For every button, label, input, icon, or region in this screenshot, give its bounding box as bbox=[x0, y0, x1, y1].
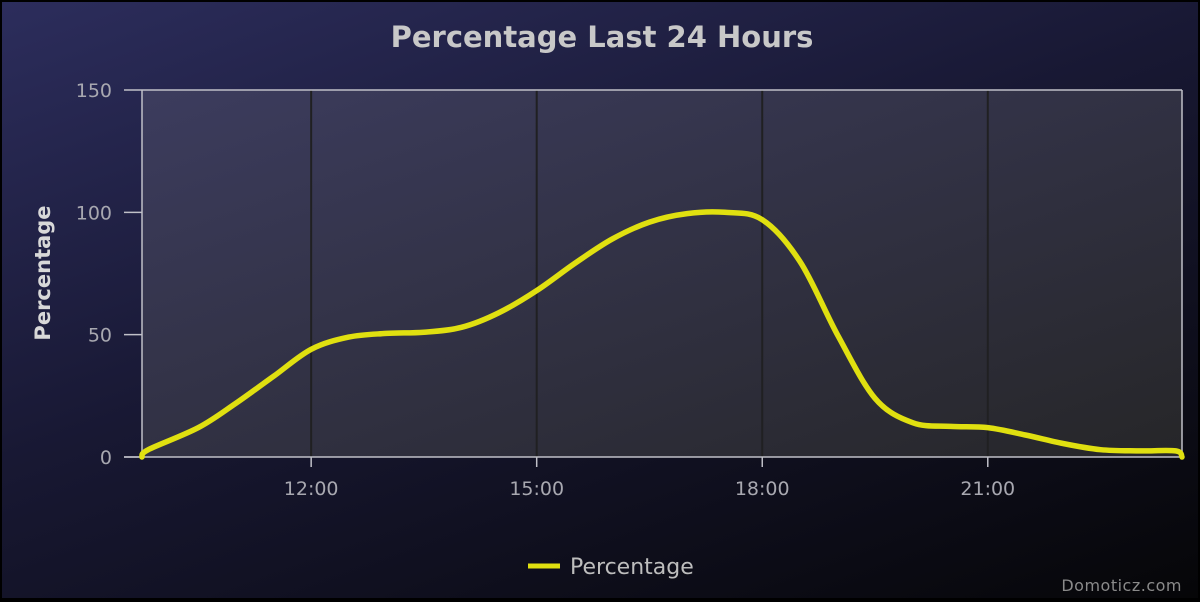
plot-area bbox=[142, 90, 1182, 457]
series-line-percentage[interactable] bbox=[139, 209, 1185, 460]
legend[interactable]: Percentage bbox=[528, 555, 694, 580]
y-axis-label: Percentage bbox=[31, 205, 55, 340]
x-tick-label: 18:00 bbox=[735, 478, 790, 500]
y-tick-label: 50 bbox=[88, 325, 112, 347]
y-tick-label: 100 bbox=[76, 202, 112, 224]
y-tick-label: 150 bbox=[76, 80, 112, 102]
y-tick-label: 0 bbox=[100, 447, 112, 469]
credit-link[interactable]: Domoticz.com bbox=[1061, 576, 1182, 595]
series-layer bbox=[139, 209, 1185, 460]
chart-title: Percentage Last 24 Hours bbox=[391, 20, 814, 54]
x-tick-label: 12:00 bbox=[284, 478, 339, 500]
x-tick-label: 21:00 bbox=[960, 478, 1015, 500]
x-tick-label: 15:00 bbox=[509, 478, 564, 500]
legend-label-percentage: Percentage bbox=[570, 555, 694, 580]
grid-lines bbox=[310, 90, 989, 457]
axes: 12:00 15:00 18:00 21:00 0 50 100 150 bbox=[76, 80, 1183, 500]
